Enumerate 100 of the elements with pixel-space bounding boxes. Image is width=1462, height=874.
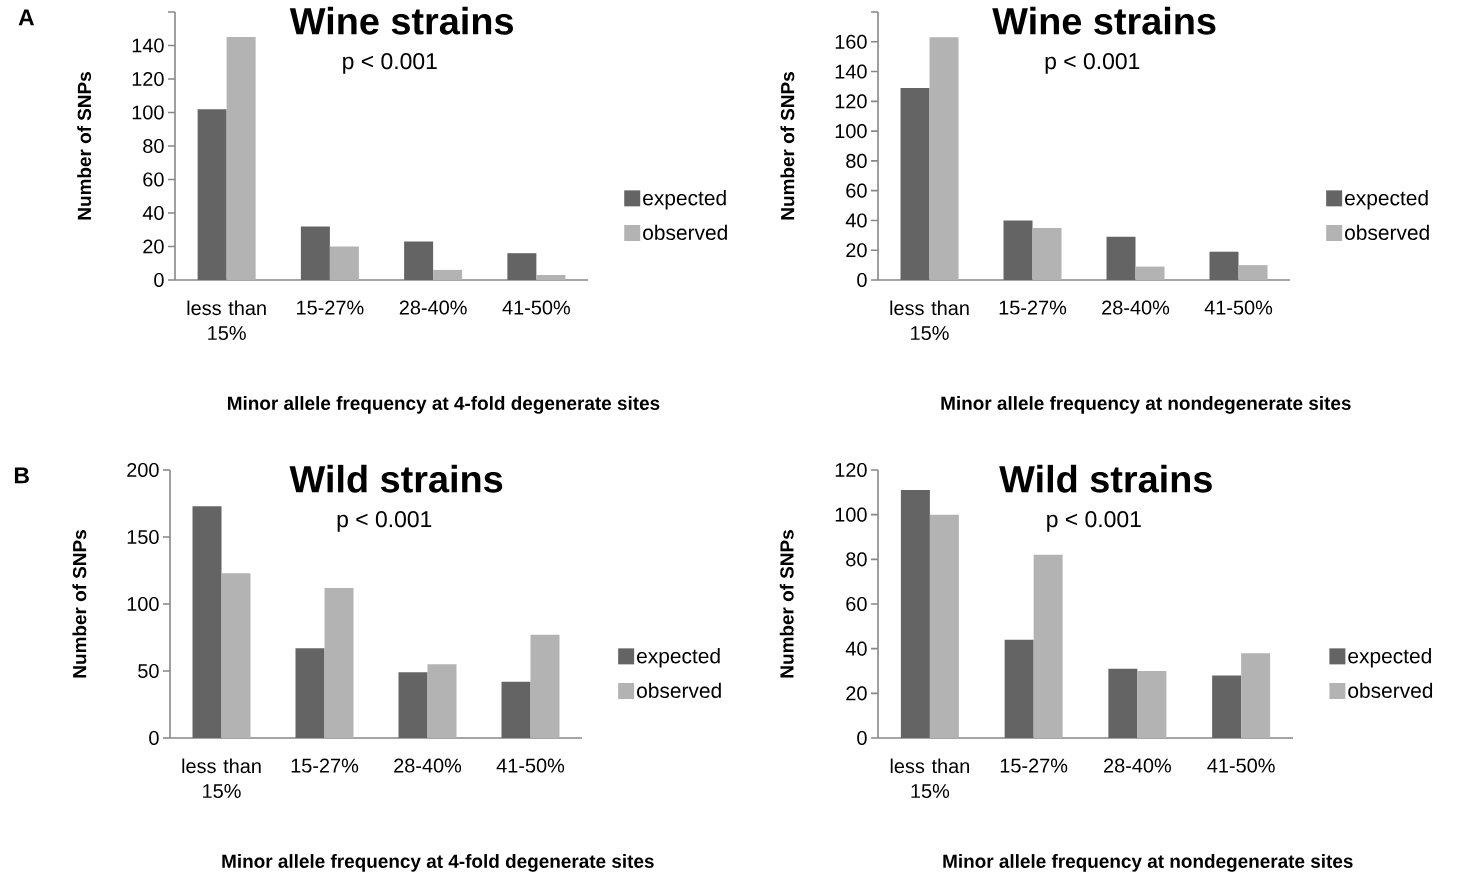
y-tick-label: 20	[143, 239, 164, 254]
text: A	[18, 9, 34, 26]
bar	[507, 253, 537, 280]
y-tick-label: 60	[143, 172, 164, 187]
annotation: p < 0.001	[1045, 53, 1140, 74]
y-tick-label: 0	[857, 730, 867, 746]
bar	[329, 246, 359, 280]
bar	[226, 37, 256, 280]
y-tick-label: 80	[846, 153, 867, 168]
legend-label: observed	[1348, 682, 1433, 699]
legend-label: observed	[1345, 224, 1429, 241]
y-tick-label: 140	[835, 64, 867, 79]
x-tick-label: less than 15%	[187, 300, 266, 341]
annotation: p < 0.001	[343, 53, 437, 74]
y-tick-label: 80	[846, 552, 867, 567]
y-axis-title: Number of SNPs	[779, 530, 794, 678]
y-tick-label: 100	[132, 105, 164, 120]
y-tick-label: 40	[142, 205, 164, 221]
legend-label: expected	[643, 190, 726, 210]
bar	[530, 634, 560, 738]
y-tick-label: 140	[132, 38, 164, 53]
annotation: p < 0.001	[337, 511, 432, 532]
bar	[427, 664, 457, 738]
x-tick-label: less than 15%	[182, 758, 261, 799]
y-axis-title: Number of SNPs	[77, 72, 92, 220]
bar	[536, 274, 566, 280]
chart-title: Wine strains	[289, 6, 513, 35]
y-tick-label: 0	[857, 272, 867, 288]
bar	[1209, 251, 1239, 280]
x-axis-title: Minor allele frequency at 4-fold degenerate sites	[222, 854, 654, 872]
x-tick-label: 28-40%	[1104, 758, 1171, 773]
bar	[900, 490, 930, 738]
bar	[1238, 265, 1268, 280]
legend-label: observed	[637, 682, 721, 699]
x-tick-label: 15-27%	[297, 300, 364, 315]
y-tick-label: 100	[127, 596, 159, 612]
bar	[1004, 639, 1034, 738]
x-axis-title: Minor allele frequency at nondegenerate sites	[943, 854, 1353, 872]
bar	[192, 506, 222, 738]
legend-label: observed	[643, 224, 727, 241]
text: B	[14, 467, 29, 484]
y-tick-label: 50	[138, 663, 159, 679]
chart-title: Wine strains	[992, 6, 1216, 35]
y-tick-label: 120	[835, 94, 867, 109]
y-tick-label: 40	[845, 641, 867, 656]
y-tick-label: 0	[154, 272, 164, 288]
y-tick-label: 0	[149, 730, 159, 746]
bar	[501, 681, 531, 738]
y-tick-label: 80	[143, 138, 164, 154]
bar	[433, 269, 463, 280]
bar	[1108, 668, 1138, 738]
bar	[1135, 266, 1165, 280]
y-tick-label: 150	[127, 529, 159, 545]
y-axis-title: Number of SNPs	[780, 72, 795, 220]
x-tick-label: 28-40%	[399, 300, 467, 315]
bar	[300, 226, 330, 280]
y-tick-label: 120	[132, 71, 164, 87]
y-tick-label: 40	[845, 213, 867, 228]
y-tick-label: 200	[127, 462, 159, 478]
bar	[1003, 220, 1033, 280]
bar	[1212, 675, 1242, 738]
y-tick-label: 60	[846, 596, 867, 612]
bar	[404, 241, 434, 280]
x-tick-label: 41-50%	[502, 300, 570, 315]
bar	[929, 514, 959, 738]
x-axis-title: Minor allele frequency at nondegenerate sites	[941, 396, 1351, 414]
chart-title: Wild strains	[999, 464, 1212, 493]
bar	[197, 109, 227, 280]
bar	[1137, 671, 1167, 738]
y-tick-label: 100	[835, 124, 867, 139]
bar	[295, 648, 325, 738]
legend-label: expected	[1348, 648, 1431, 668]
x-tick-label: 28-40%	[394, 758, 462, 773]
y-tick-label: 60	[846, 183, 867, 198]
y-tick-label: 120	[835, 462, 867, 478]
x-tick-label: 41-50%	[496, 758, 565, 773]
x-tick-label: 15-27%	[999, 300, 1067, 315]
bar	[1033, 554, 1063, 738]
bar	[398, 672, 428, 738]
bar	[900, 87, 930, 280]
bar	[1032, 227, 1062, 280]
y-tick-label: 160	[835, 34, 867, 49]
legend-label: expected	[637, 648, 720, 668]
y-axis-title: Number of SNPs	[72, 530, 87, 678]
bar	[324, 587, 354, 738]
y-tick-label: 100	[835, 507, 867, 522]
legend-label: expected	[1345, 190, 1428, 210]
chart-title: Wild strains	[289, 464, 503, 493]
x-tick-label: 41-50%	[1204, 300, 1273, 315]
x-tick-label: 15-27%	[291, 758, 359, 773]
bar	[929, 37, 959, 280]
bar	[1106, 236, 1136, 280]
x-tick-label: less than 15%	[890, 758, 969, 799]
x-axis-title: Minor allele frequency at 4-fold degenerate sites	[228, 396, 660, 414]
x-tick-label: less than 15%	[890, 300, 969, 341]
x-tick-label: 28-40%	[1102, 300, 1170, 315]
bar	[221, 573, 251, 738]
bar	[1241, 653, 1271, 738]
x-tick-label: 41-50%	[1207, 758, 1275, 773]
x-tick-label: 15-27%	[1000, 758, 1068, 773]
